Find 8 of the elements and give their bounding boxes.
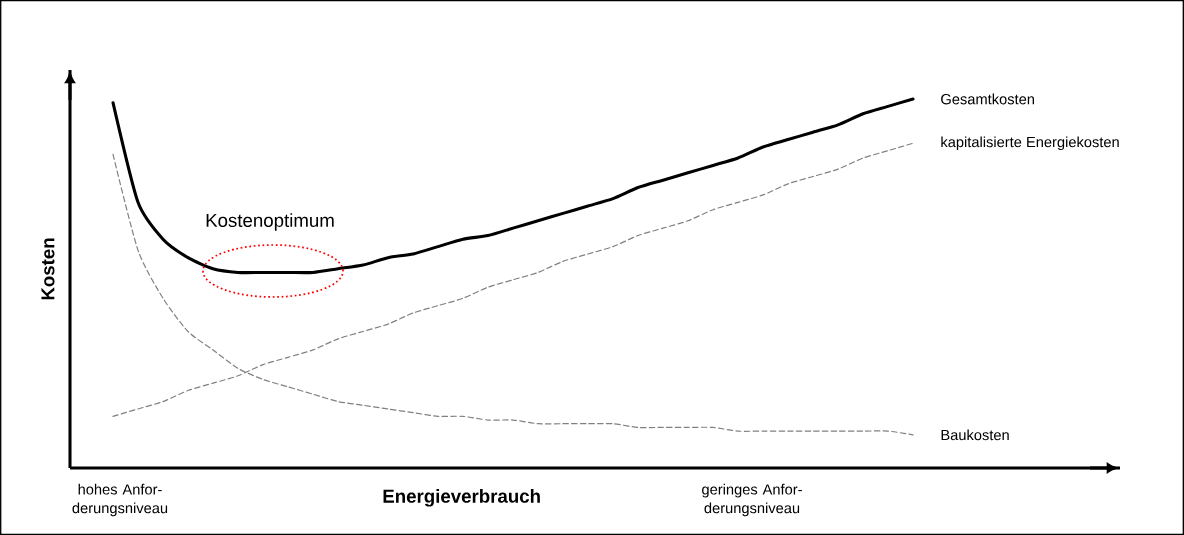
- x-axis-title: Energieverbrauch: [383, 489, 540, 507]
- y-axis-title: Kosten: [41, 238, 55, 300]
- series-label: Baukosten: [941, 429, 1009, 441]
- series-label: kapitalisierte Energiekosten: [941, 136, 1119, 151]
- series-label: Gesamtkosten: [941, 93, 1034, 105]
- text: hohes Anfor-derungsniveau: [72, 483, 168, 517]
- text: geringes Anfor-derungsniveau: [702, 483, 802, 517]
- annotation: Kostenoptimum: [206, 213, 334, 231]
